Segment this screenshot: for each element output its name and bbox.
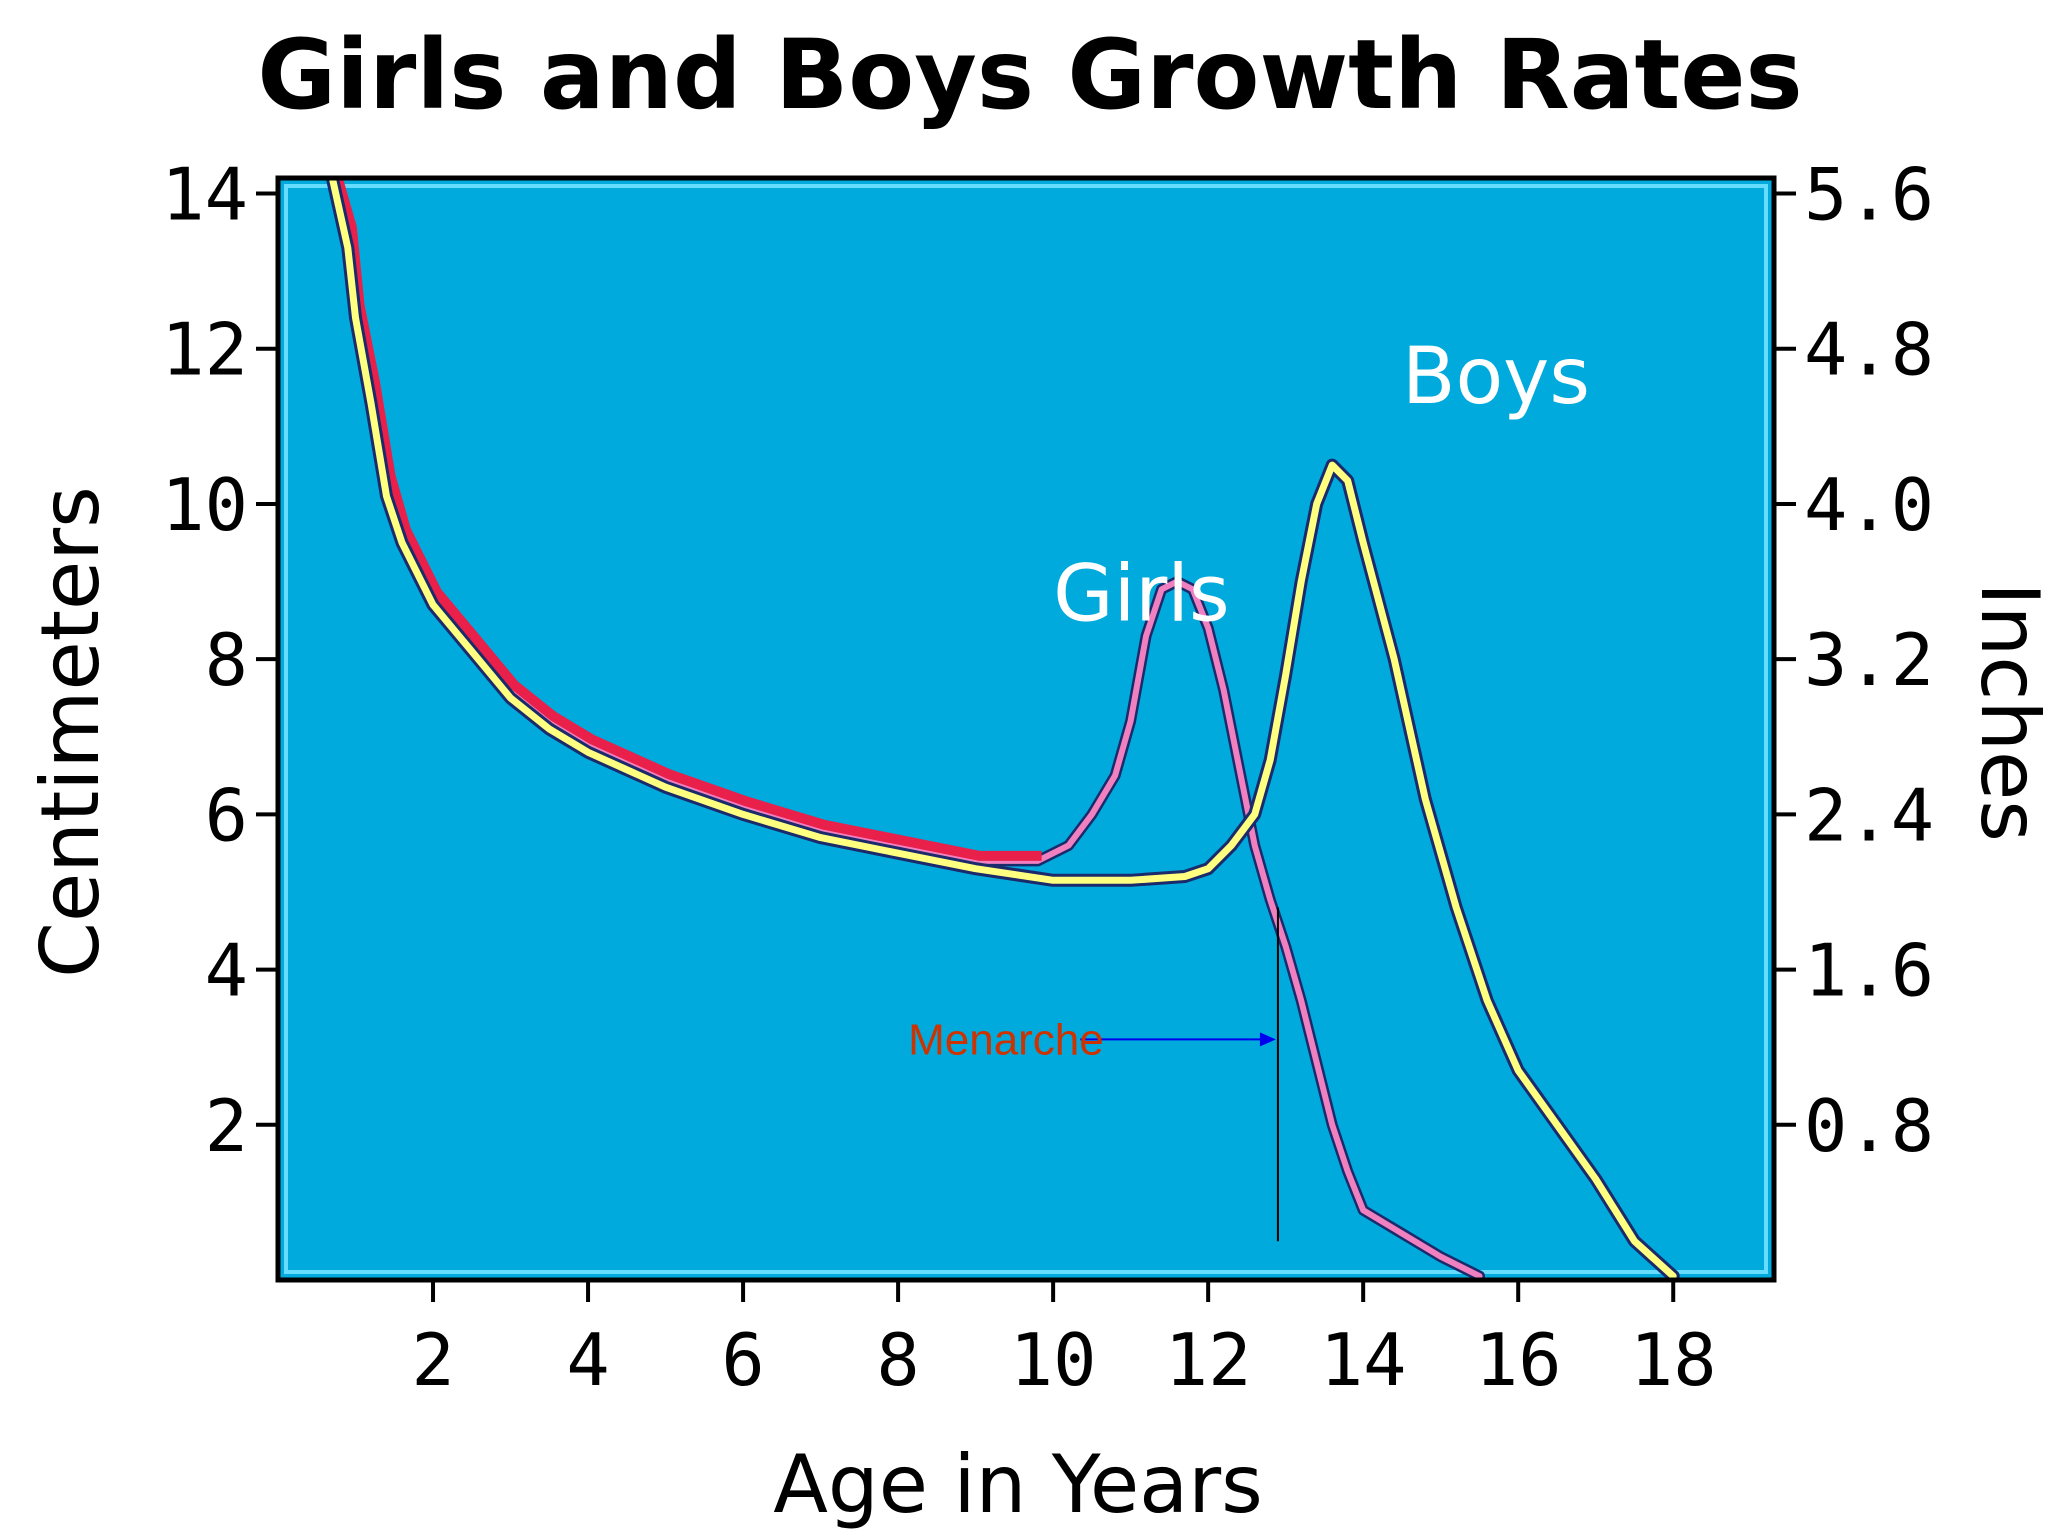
y-tick-label-left: 14 [161,153,248,237]
x-tick-label: 14 [1320,1318,1407,1402]
menarche-arrow-head [1259,1032,1276,1047]
series-layer [325,178,1680,1280]
series-label-boys: Boys [1402,332,1590,422]
y-tick-label-right: 4.8 [1804,308,1934,392]
x-tick-label: 6 [721,1318,764,1402]
plot-frame [275,175,1777,1283]
x-tick-label: 18 [1630,1318,1717,1402]
y-tick-label-left: 6 [205,773,248,857]
y-tick-label-left: 4 [205,929,248,1013]
x-tick-label: 16 [1475,1318,1562,1402]
y-tick-label-right: 3.2 [1804,618,1934,702]
y-tick-label-left: 8 [205,618,248,702]
x-tick-label: 12 [1165,1318,1252,1402]
y-axis-label-right: Inches [1963,582,2048,842]
y-tick-label-right: 1.6 [1804,929,1934,1013]
series-labels: Girls Boys [1053,332,1590,639]
series-girls-shared-red [332,178,1042,861]
menarche-annotation: Menarche [908,907,1279,1242]
y-tick-label-right: 2.4 [1804,773,1934,857]
plot-inner-border [284,184,1768,1274]
y-tick-label-right: 5.6 [1804,153,1934,237]
axes: 2 4 6 8 10 12 14 16 18 2 4 6 8 10 12 14 0.8 1.6 2.4 3.2 4.0 4… [161,153,1934,1402]
series-boys-line [328,178,1677,1280]
y-tick-label-right: 4.0 [1804,463,1934,547]
x-tick-label: 2 [411,1318,454,1402]
y-axis-label-left: Centimeters [24,486,117,978]
x-tick-label: 4 [566,1318,609,1402]
chart-title: Girls and Boys Growth Rates [257,19,1802,131]
x-tick-label: 10 [1010,1318,1097,1402]
series-label-girls: Girls [1053,549,1230,639]
y-tick-label-right: 0.8 [1804,1084,1934,1168]
menarche-label: Menarche [908,1015,1104,1064]
y-tick-label-left: 10 [161,463,248,547]
x-axis-label: Age in Years [773,1438,1263,1531]
x-tick-label: 8 [876,1318,919,1402]
y-tick-label-left: 2 [205,1084,248,1168]
y-tick-label-left: 12 [161,308,248,392]
plot-area [278,178,1774,1280]
